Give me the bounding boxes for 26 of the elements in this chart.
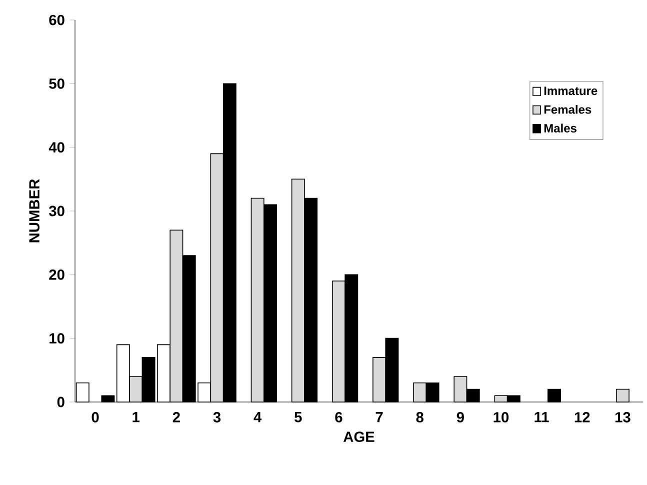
x-tick-label: 4 bbox=[254, 412, 262, 422]
x-tick-label: 5 bbox=[294, 412, 302, 422]
x-tick-label: 11 bbox=[534, 412, 549, 422]
x-tick-label: 2 bbox=[172, 412, 180, 422]
y-tick-label: 20 bbox=[49, 269, 64, 280]
y-tick-label: 50 bbox=[49, 78, 64, 89]
x-tick-label: 12 bbox=[574, 412, 590, 422]
x-tick-label: 1 bbox=[132, 412, 140, 422]
legend-label: Immature bbox=[544, 86, 598, 96]
legend-label: Males bbox=[544, 124, 576, 132]
x-tick-label: 0 bbox=[92, 412, 99, 422]
x-tick-label: 10 bbox=[494, 412, 509, 422]
x-tick-label: 8 bbox=[416, 412, 424, 422]
x-tick-label: 6 bbox=[335, 412, 342, 422]
x-tick-label: 3 bbox=[213, 412, 221, 422]
x-tick-label: 13 bbox=[615, 412, 630, 422]
legend-label: Females bbox=[544, 104, 592, 114]
x-tick-label: 9 bbox=[456, 412, 464, 422]
y-axis-title: NUMBER bbox=[29, 179, 40, 242]
x-tick-label: 7 bbox=[376, 412, 383, 422]
y-tick-label: 30 bbox=[48, 206, 64, 216]
y-tick-label: 0 bbox=[57, 396, 64, 408]
y-tick-label: 60 bbox=[49, 14, 64, 26]
y-tick-label: 40 bbox=[48, 142, 64, 153]
y-tick-label: 10 bbox=[50, 333, 64, 344]
x-axis-title: AGE bbox=[343, 432, 374, 442]
